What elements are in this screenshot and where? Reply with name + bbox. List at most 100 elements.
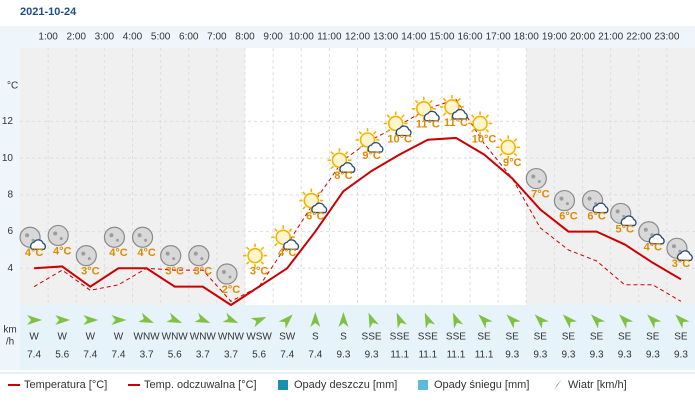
cloud	[423, 110, 440, 122]
column-bg	[638, 48, 667, 305]
moon-spot	[559, 196, 564, 201]
wind-direction: SE	[477, 332, 491, 343]
moon-spot	[25, 233, 30, 238]
weather-icon	[411, 96, 440, 122]
weather-icon	[271, 225, 300, 250]
weather-icon	[19, 226, 46, 250]
sun	[444, 99, 460, 115]
wind-speed: 9.3	[674, 350, 688, 361]
temp-label: 6°C	[587, 210, 606, 222]
cloud	[395, 125, 412, 137]
legend-label: Wiatr [km/h]	[568, 379, 627, 391]
hour-label: 4:00	[123, 32, 143, 43]
arrow-shape	[368, 312, 379, 329]
wind-arrow	[250, 316, 267, 328]
column-bg	[554, 48, 583, 305]
moon-spot	[31, 238, 35, 242]
left-strip	[0, 26, 20, 370]
weather-icon	[131, 226, 154, 248]
column-bg	[470, 48, 499, 305]
arrow-shape	[424, 312, 436, 329]
sun-ray	[471, 128, 475, 133]
hour-label: 15:00	[429, 32, 454, 43]
sun-ray	[246, 261, 250, 265]
series-line	[33, 136, 682, 307]
weather-icon	[439, 94, 468, 120]
wind-arrow	[55, 315, 71, 325]
temp-label: 11°C	[444, 117, 468, 129]
sun	[331, 152, 348, 168]
wind-speed: 11.1	[475, 350, 494, 361]
weather-icon	[327, 148, 356, 173]
hour-label: 20:00	[570, 32, 595, 43]
wind-arrow	[278, 314, 293, 329]
hour-label: 9:00	[263, 32, 283, 43]
wind-direction: SSE	[390, 332, 410, 343]
weather-icon	[299, 188, 328, 214]
arrow-shape	[452, 312, 464, 329]
sun-ray	[414, 99, 419, 104]
wind-arrow	[590, 314, 606, 329]
sun-ray	[386, 114, 391, 119]
cloud	[339, 162, 356, 173]
sun	[387, 115, 404, 132]
wind-direction: W	[86, 332, 96, 343]
hour-label: 8:00	[235, 32, 255, 43]
cloud	[620, 215, 637, 227]
sun	[275, 229, 291, 246]
moon	[525, 167, 547, 190]
wind-speed: 3.7	[140, 350, 154, 361]
arrow-shape	[478, 314, 493, 329]
column-bg	[357, 48, 386, 305]
sun-ray	[457, 97, 461, 102]
wind-arrow	[27, 315, 43, 325]
moon-spot	[200, 257, 204, 261]
column-bg	[582, 48, 611, 305]
moon-spot	[671, 244, 676, 249]
moon-spot	[565, 202, 569, 206]
cloud	[311, 202, 328, 214]
cloud	[367, 141, 384, 153]
arrow-shape	[338, 312, 349, 327]
wind-speed: 5.6	[55, 350, 69, 361]
cloud	[676, 250, 693, 261]
weather-icon	[216, 263, 238, 285]
temp-label: 10°C	[387, 133, 412, 145]
sun-ray	[485, 128, 490, 133]
wind-speed: 11.1	[447, 350, 466, 361]
temp-label: 3°C	[81, 266, 100, 278]
sun-ray	[499, 138, 503, 142]
hour-label: 13:00	[373, 32, 398, 43]
wind-direction: WNW	[190, 332, 217, 343]
hour-label: 7:00	[207, 32, 227, 43]
temp-label: 2°C	[222, 284, 241, 296]
hour-label: 3:00	[95, 32, 115, 43]
sun-ray	[274, 228, 278, 232]
moon-spot	[81, 251, 86, 256]
arrow-shape	[111, 315, 127, 325]
moon-spot	[137, 233, 142, 238]
weather-icon	[610, 202, 637, 227]
wind-direction: W	[57, 332, 67, 343]
temp-label: 6°C	[306, 210, 325, 222]
legend-box	[278, 380, 288, 390]
weather-icon	[383, 111, 412, 137]
wind-arrow	[83, 315, 99, 325]
sun-ray	[358, 130, 363, 135]
temp-label: 6°C	[559, 210, 578, 222]
hour-label: 16:00	[457, 32, 482, 43]
temp-label: 7°C	[531, 188, 550, 200]
wind-direction: SSE	[362, 332, 382, 343]
wind-direction: S	[312, 332, 319, 343]
sun-ray	[513, 152, 518, 157]
moon	[553, 189, 576, 212]
wind-direction: WSW	[246, 332, 272, 343]
wind-direction: W	[29, 332, 39, 343]
moon-spot	[650, 233, 654, 237]
column-bg	[413, 48, 442, 305]
wind-speed: 9.3	[561, 350, 575, 361]
column-bg	[20, 48, 49, 305]
legend-label: Opady śniegu [mm]	[434, 379, 529, 391]
wind-unit: km	[3, 325, 16, 336]
wind-speed: 7.4	[308, 350, 322, 361]
